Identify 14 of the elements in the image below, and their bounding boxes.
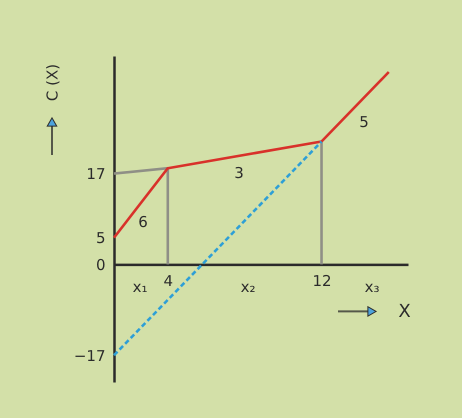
annotation: x₃ [364,278,380,296]
annotation: x₁ [132,278,148,296]
y-tick-label: 0 [96,256,106,274]
y-tick-label: 17 [86,165,106,184]
annotation: x₂ [240,278,256,296]
y-tick-label: 5 [96,229,106,248]
x-axis-title: X [398,300,411,322]
x-tick-label: 12 [312,272,332,290]
y-tick-label: −17 [74,346,106,365]
annotation: 5 [359,113,369,131]
y-axis-title: C (X) [44,64,62,102]
x-tick-label: 4 [164,272,174,290]
annotation: 6 [138,213,148,231]
annotation: 3 [234,164,244,182]
